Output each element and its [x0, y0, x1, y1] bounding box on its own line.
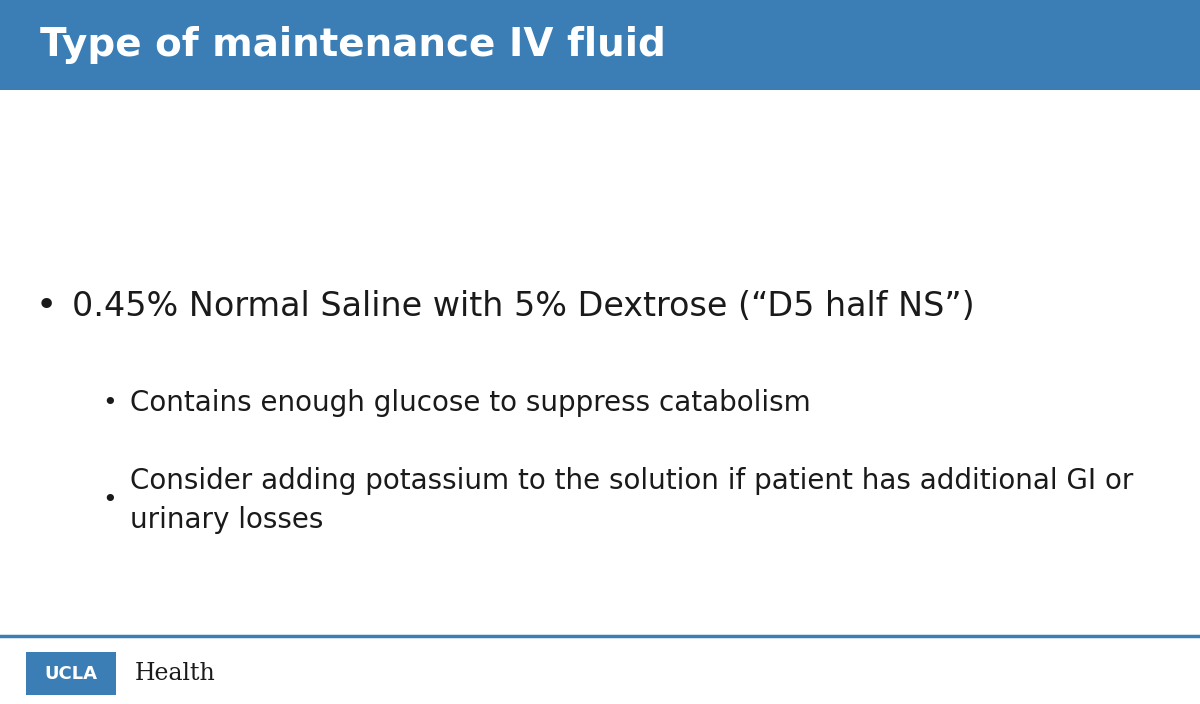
Text: UCLA: UCLA	[44, 665, 97, 683]
Text: Consider adding potassium to the solution if patient has additional GI or
urinar: Consider adding potassium to the solutio…	[130, 467, 1133, 534]
FancyBboxPatch shape	[26, 652, 116, 695]
Text: •: •	[102, 391, 116, 415]
Text: •: •	[36, 289, 58, 323]
Text: 0.45% Normal Saline with 5% Dextrose (“D5 half NS”): 0.45% Normal Saline with 5% Dextrose (“D…	[72, 289, 974, 322]
Text: Type of maintenance IV fluid: Type of maintenance IV fluid	[40, 26, 666, 64]
Text: Contains enough glucose to suppress catabolism: Contains enough glucose to suppress cata…	[130, 389, 810, 417]
Text: Health: Health	[134, 662, 215, 685]
Text: •: •	[102, 489, 116, 513]
